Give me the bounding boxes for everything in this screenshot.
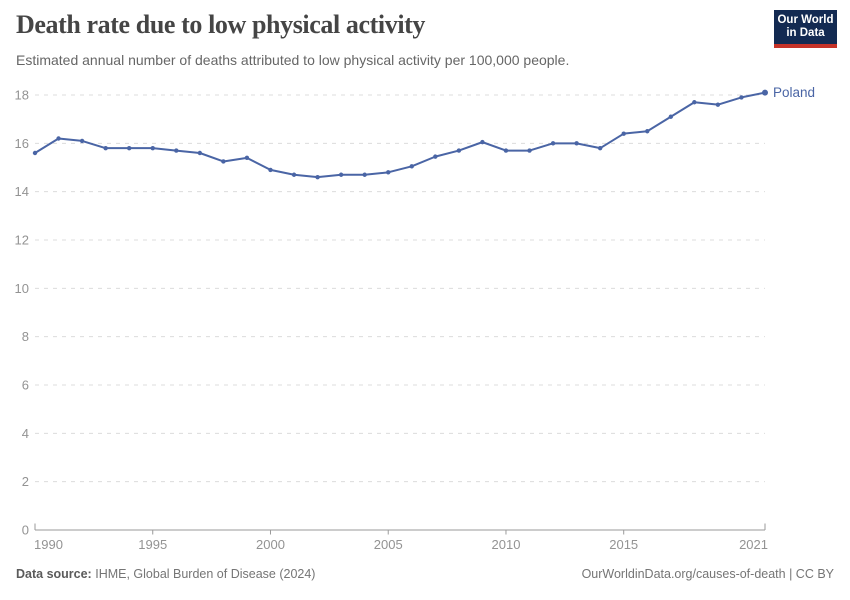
data-point (362, 172, 367, 177)
y-tick-label: 0 (22, 523, 29, 538)
data-point (433, 154, 438, 159)
data-point (621, 131, 626, 136)
y-tick-label: 12 (15, 233, 29, 248)
data-point (174, 148, 179, 153)
data-point (739, 95, 744, 100)
page-title: Death rate due to low physical activity (16, 10, 426, 39)
y-tick-label: 8 (22, 329, 29, 344)
y-tick-label: 14 (15, 184, 29, 199)
data-point (103, 145, 108, 151)
data-point (762, 89, 768, 96)
data-source: Data source: IHME, Global Burden of Dise… (16, 567, 315, 581)
data-point (550, 141, 556, 146)
owid-logo: Our World in Data (774, 10, 837, 48)
data-point (32, 150, 38, 156)
y-tick-label: 6 (22, 378, 29, 393)
data-point (79, 138, 85, 144)
data-point (221, 159, 226, 164)
data-point (315, 174, 320, 180)
data-point (480, 139, 485, 145)
x-tick-label: 2000 (256, 537, 285, 552)
x-tick-label: 2015 (609, 537, 638, 552)
data-point (197, 150, 203, 156)
data-point (291, 172, 297, 177)
y-tick-label: 2 (22, 474, 29, 489)
data-point (574, 141, 579, 146)
data-point (527, 148, 532, 153)
owid-logo-line1: Our World (777, 14, 834, 26)
data-point (244, 155, 250, 161)
x-tick-label: 2005 (374, 537, 403, 552)
data-point (645, 129, 650, 134)
data-point (597, 145, 603, 151)
credit-line: OurWorldinData.org/causes-of-death | CC … (581, 567, 834, 581)
data-point (503, 148, 509, 153)
data-point (150, 145, 155, 151)
chart-subtitle: Estimated annual number of deaths attrib… (16, 52, 570, 68)
owid-logo-line2: in Data (786, 27, 825, 39)
data-point (126, 145, 132, 151)
x-tick-label: 2021 (739, 537, 768, 552)
series-line-poland (34, 91, 766, 179)
x-tick-label: 2010 (492, 537, 521, 552)
data-point (409, 164, 414, 169)
y-tick-label: 18 (15, 88, 29, 103)
x-tick-label: 1995 (138, 537, 167, 552)
data-point (338, 172, 344, 177)
data-source-value: IHME, Global Burden of Disease (2024) (95, 567, 316, 581)
data-point (56, 136, 61, 141)
x-tick-label: 1990 (34, 537, 63, 552)
series-label-poland: Poland (773, 85, 815, 100)
y-tick-label: 10 (15, 281, 29, 296)
data-point (386, 170, 391, 175)
data-point (668, 114, 674, 119)
data-point (268, 167, 273, 173)
chart-footer: Data source: IHME, Global Burden of Dise… (16, 567, 834, 581)
data-point (456, 148, 462, 153)
y-tick-label: 16 (15, 136, 29, 151)
data-point (692, 100, 697, 105)
data-point (715, 102, 721, 107)
y-tick-label: 4 (22, 426, 29, 441)
data-source-label: Data source: (16, 567, 92, 581)
